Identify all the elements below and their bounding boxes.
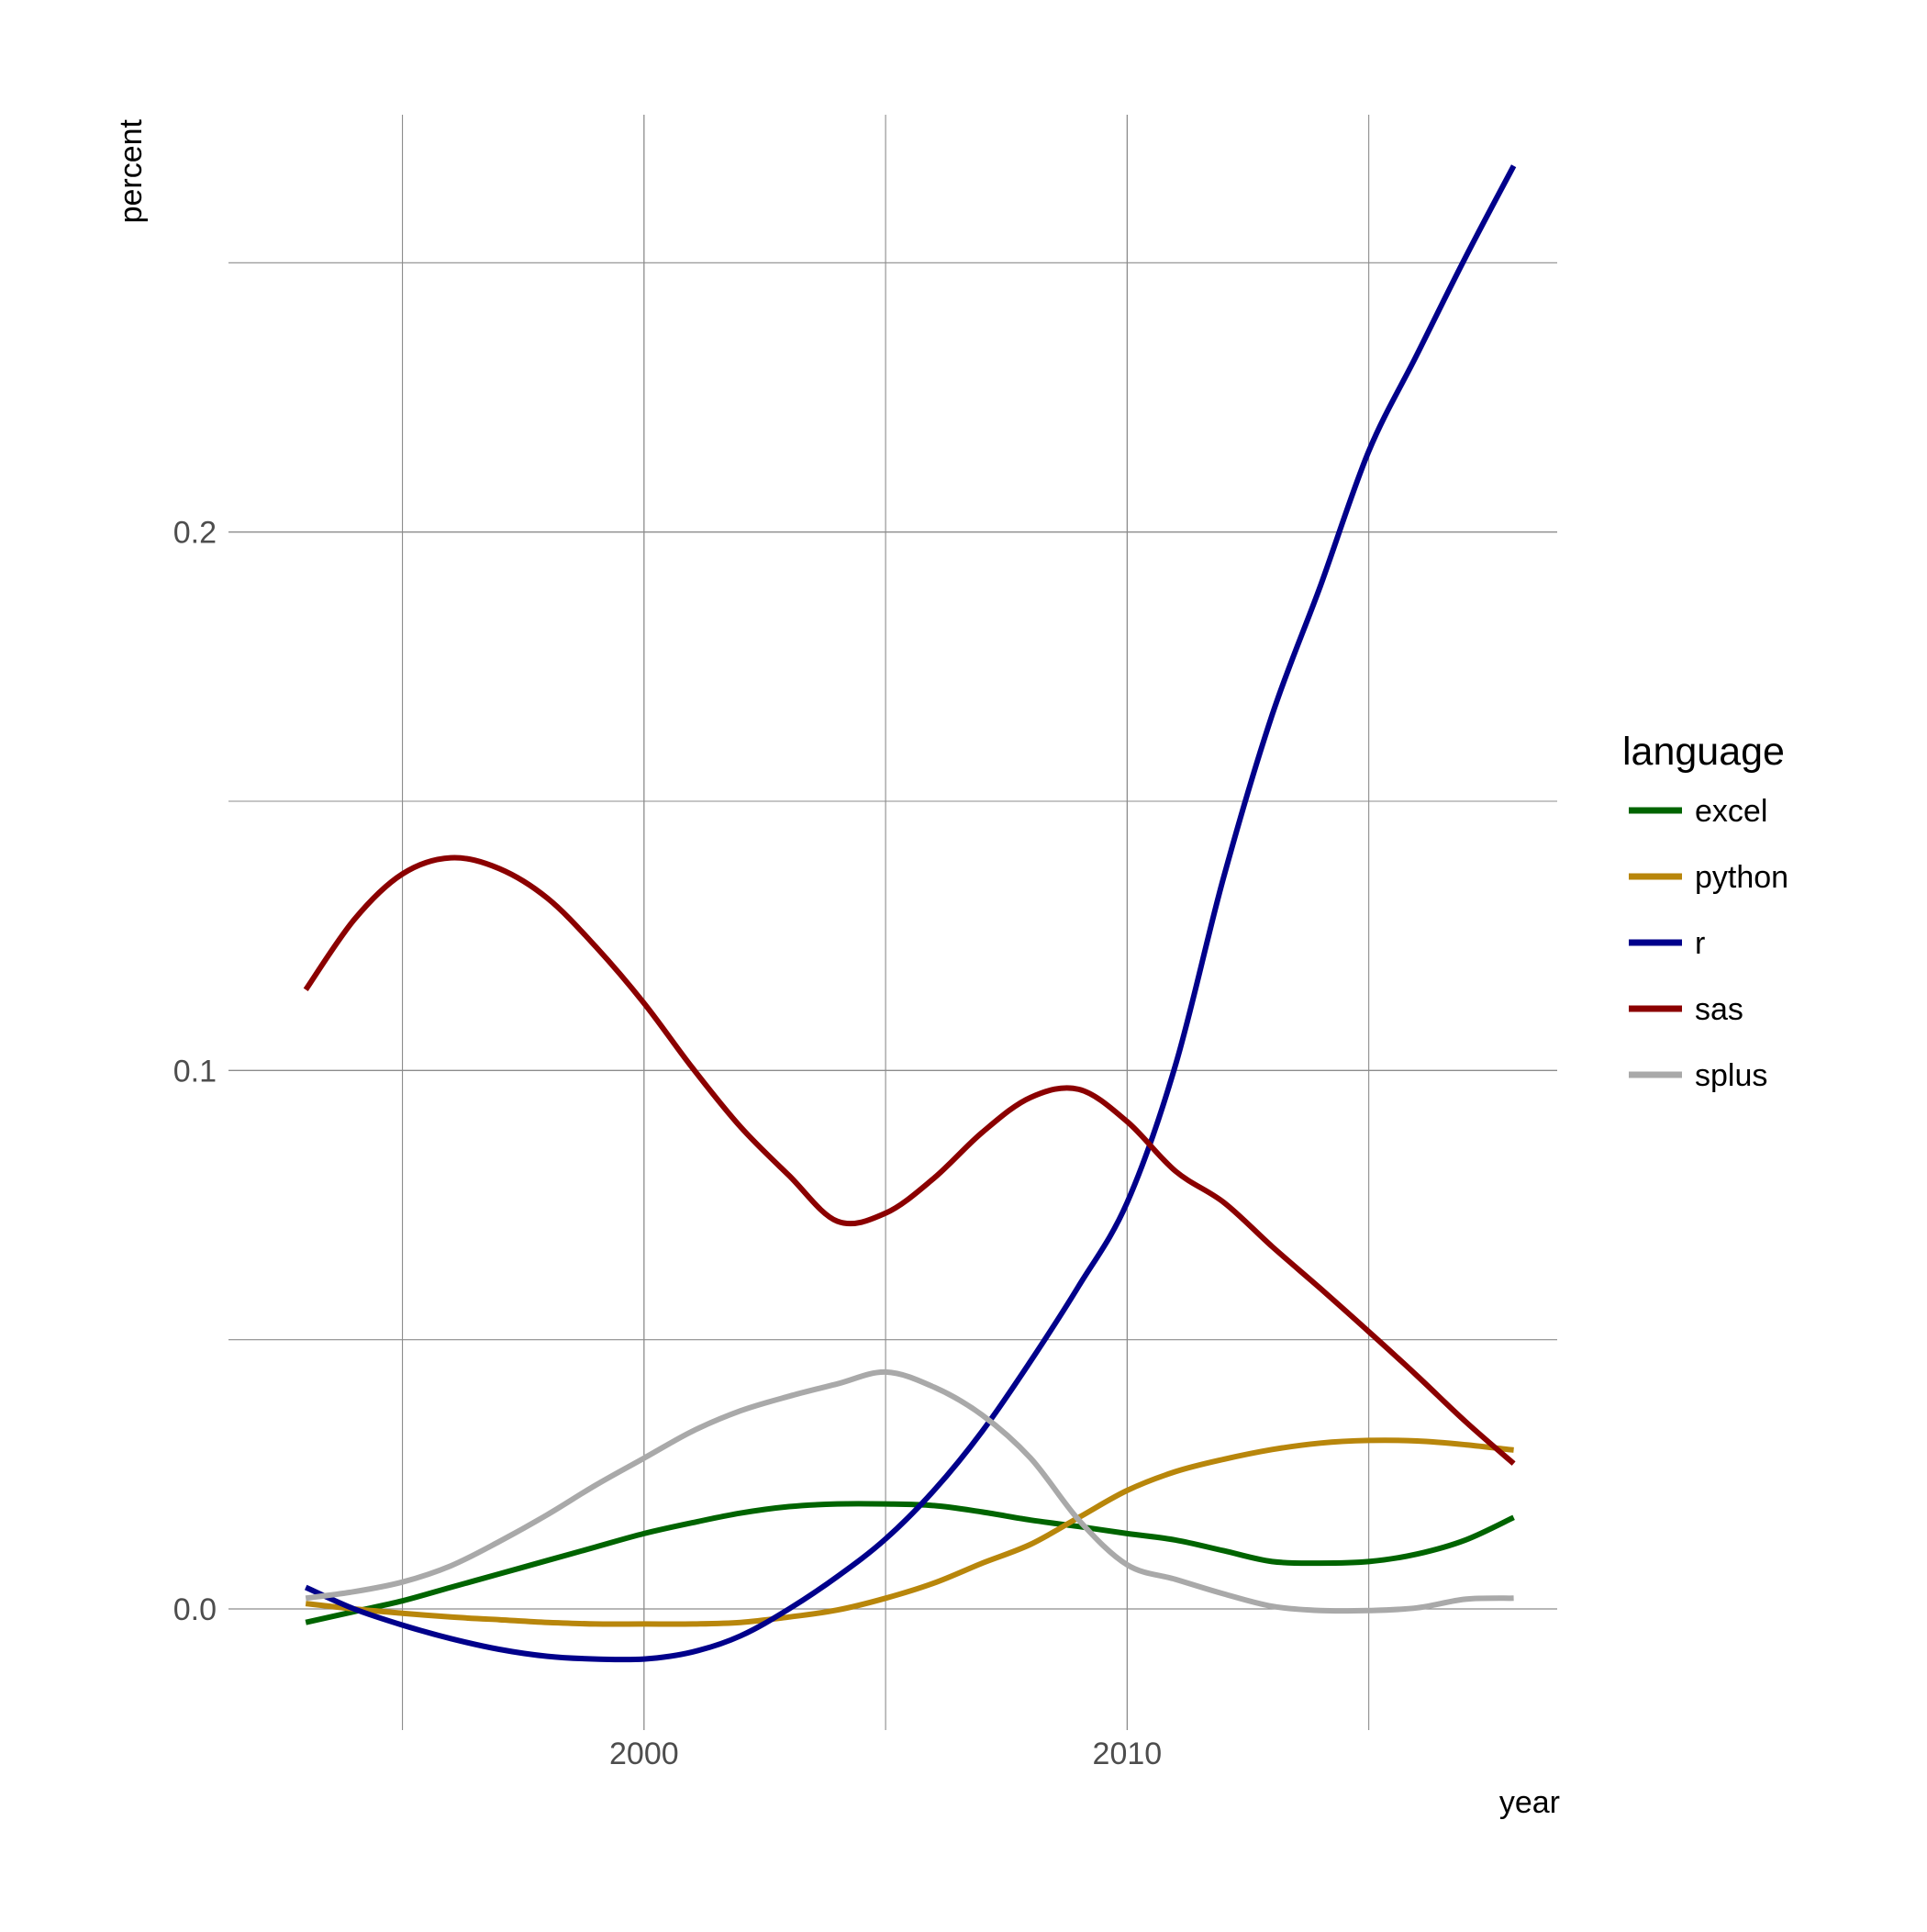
series-lines	[303, 164, 1517, 1663]
x-axis-ticks: 2000 2010	[609, 1737, 1162, 1771]
x-tick-label: 2010	[1093, 1737, 1163, 1771]
legend-items: excel python r sas splus	[1629, 794, 1788, 1093]
series-line-splus	[305, 1368, 1514, 1614]
legend-label-excel: excel	[1695, 794, 1767, 829]
y-tick-label: 0.1	[173, 1054, 217, 1089]
y-tick-label: 0.2	[173, 516, 217, 551]
legend-label-python: python	[1695, 860, 1788, 895]
y-axis-title: percent	[114, 118, 149, 223]
gridlines	[228, 115, 1557, 1730]
legend-title: language	[1622, 730, 1785, 774]
x-tick-label: 2000	[609, 1737, 679, 1771]
x-axis-title: year	[1499, 1785, 1560, 1820]
series-line-r	[304, 164, 1517, 1663]
y-axis-ticks: 0.0 0.1 0.2	[173, 516, 217, 1627]
series-line-excel	[305, 1501, 1515, 1625]
y-tick-label: 0.0	[173, 1592, 217, 1627]
legend-label-r: r	[1695, 926, 1705, 961]
legend-label-sas: sas	[1695, 992, 1743, 1027]
series-line-sas	[303, 854, 1516, 1466]
series-line-python	[305, 1437, 1514, 1627]
legend: language excel python r sas splus	[1622, 730, 1788, 1093]
legend-label-splus: splus	[1695, 1058, 1767, 1093]
